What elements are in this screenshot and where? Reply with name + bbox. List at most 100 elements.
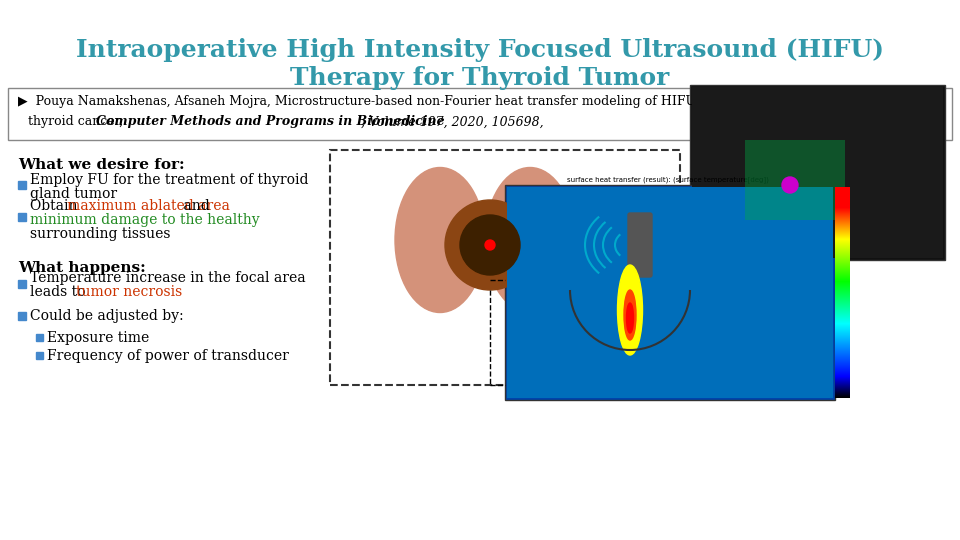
Bar bbox=[835, 214, 850, 215]
Bar bbox=[835, 308, 850, 309]
Bar bbox=[835, 191, 850, 192]
Ellipse shape bbox=[395, 167, 485, 313]
Bar bbox=[835, 266, 850, 267]
Bar bbox=[835, 319, 850, 320]
Text: gland tumor: gland tumor bbox=[30, 187, 117, 201]
Bar bbox=[835, 227, 850, 228]
Text: Therapy for Thyroid Tumor: Therapy for Thyroid Tumor bbox=[290, 66, 670, 90]
Bar bbox=[835, 250, 850, 251]
Text: minimum damage to the healthy: minimum damage to the healthy bbox=[30, 213, 259, 227]
Bar bbox=[835, 323, 850, 324]
Bar bbox=[835, 340, 850, 341]
Bar bbox=[835, 315, 850, 316]
Bar bbox=[835, 206, 850, 207]
Bar bbox=[835, 193, 850, 194]
Bar bbox=[835, 330, 850, 331]
Bar bbox=[835, 333, 850, 334]
Bar bbox=[835, 375, 850, 376]
Bar bbox=[835, 312, 850, 313]
Bar bbox=[835, 389, 850, 390]
Text: Employ FU for the treatment of thyroid: Employ FU for the treatment of thyroid bbox=[30, 173, 308, 187]
Bar bbox=[835, 355, 850, 356]
Text: surface heat transfer (result): (surface temperature[deg]): surface heat transfer (result): (surface… bbox=[567, 177, 769, 184]
Bar bbox=[835, 376, 850, 377]
Ellipse shape bbox=[624, 290, 636, 340]
Bar bbox=[835, 363, 850, 364]
Bar bbox=[835, 290, 850, 291]
Bar bbox=[835, 357, 850, 358]
Circle shape bbox=[782, 177, 798, 193]
Bar bbox=[835, 382, 850, 383]
Bar bbox=[835, 386, 850, 387]
Bar bbox=[835, 241, 850, 242]
Bar bbox=[835, 223, 850, 224]
Bar bbox=[835, 194, 850, 195]
Bar bbox=[835, 313, 850, 314]
Bar bbox=[835, 353, 850, 354]
Bar bbox=[835, 274, 850, 275]
Bar bbox=[835, 219, 850, 220]
FancyBboxPatch shape bbox=[8, 88, 952, 140]
Bar bbox=[835, 334, 850, 335]
Bar bbox=[835, 296, 850, 297]
Bar bbox=[835, 235, 850, 236]
Bar bbox=[835, 226, 850, 227]
Bar bbox=[440, 250, 530, 280]
Bar bbox=[835, 305, 850, 306]
Bar bbox=[835, 237, 850, 238]
Bar bbox=[18, 280, 26, 288]
Bar bbox=[835, 301, 850, 302]
Wedge shape bbox=[560, 207, 635, 282]
Bar bbox=[835, 255, 850, 256]
Bar bbox=[835, 272, 850, 273]
Bar bbox=[835, 331, 850, 332]
Bar bbox=[835, 192, 850, 193]
Bar bbox=[835, 367, 850, 368]
Bar bbox=[835, 325, 850, 326]
Bar bbox=[835, 275, 850, 276]
Bar bbox=[835, 374, 850, 375]
Bar bbox=[835, 299, 850, 300]
Bar bbox=[835, 257, 850, 258]
Bar bbox=[835, 217, 850, 218]
Bar bbox=[835, 391, 850, 392]
Bar bbox=[835, 373, 850, 374]
Bar bbox=[835, 360, 850, 361]
Text: maximum ablated area: maximum ablated area bbox=[67, 199, 229, 213]
Bar bbox=[835, 218, 850, 219]
Bar bbox=[835, 395, 850, 396]
Bar bbox=[835, 245, 850, 246]
Bar bbox=[835, 265, 850, 266]
Bar bbox=[835, 286, 850, 287]
Bar bbox=[835, 288, 850, 289]
Bar bbox=[835, 222, 850, 223]
Bar bbox=[835, 244, 850, 245]
Text: and: and bbox=[179, 199, 209, 213]
Bar bbox=[835, 347, 850, 348]
Bar bbox=[835, 344, 850, 345]
Bar bbox=[835, 249, 850, 250]
Bar bbox=[835, 342, 850, 343]
Bar bbox=[507, 187, 833, 398]
Bar bbox=[835, 352, 850, 353]
Bar bbox=[36, 352, 43, 359]
Bar bbox=[835, 381, 850, 382]
Bar bbox=[835, 380, 850, 381]
Bar bbox=[835, 251, 850, 252]
Bar bbox=[835, 282, 850, 283]
Bar bbox=[835, 200, 850, 201]
Bar bbox=[835, 328, 850, 329]
Bar bbox=[835, 358, 850, 359]
Bar bbox=[835, 388, 850, 389]
Bar bbox=[835, 302, 850, 303]
Ellipse shape bbox=[485, 167, 575, 313]
Bar bbox=[835, 371, 850, 372]
Bar bbox=[835, 341, 850, 342]
Text: What we desire for:: What we desire for: bbox=[18, 158, 184, 172]
Bar bbox=[36, 334, 43, 341]
Bar bbox=[835, 264, 850, 265]
Bar bbox=[835, 356, 850, 357]
Bar bbox=[835, 335, 850, 336]
Bar bbox=[835, 345, 850, 346]
Bar bbox=[18, 312, 26, 320]
